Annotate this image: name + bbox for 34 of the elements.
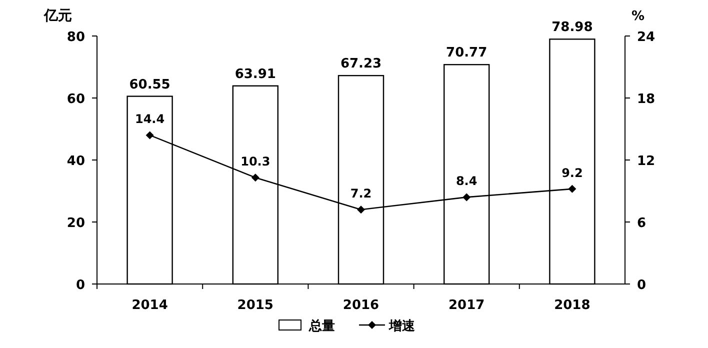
x-tick-label: 2017 (448, 298, 485, 313)
data-label: 78.98 (552, 20, 593, 36)
x-tick-label: 2016 (342, 298, 380, 313)
x-tick-label: 2014 (132, 298, 168, 313)
y2-tick-label: 18 (637, 92, 656, 107)
point (146, 131, 154, 140)
data-label: 70.77 (446, 46, 488, 61)
y2-tick-label: 12 (637, 154, 656, 169)
data-label: 63.91 (234, 66, 276, 82)
y-tick-label: 20 (66, 216, 85, 231)
y-tick-label: 40 (66, 154, 85, 169)
point (357, 206, 365, 214)
y2-tick-label: 24 (637, 30, 656, 45)
data-label: 7.2 (350, 186, 372, 201)
legend-label: 总量 (308, 318, 335, 334)
y-tick-label: 80 (66, 30, 85, 45)
point (462, 193, 471, 202)
point (568, 184, 576, 193)
legend-label: 增速 (388, 319, 416, 334)
data-label: 67.23 (340, 56, 382, 72)
data-label: 14.4 (134, 112, 165, 126)
data-label: 8.4 (456, 174, 478, 188)
x-tick-label: 2018 (554, 298, 590, 313)
y2-tick-label: 6 (637, 216, 646, 231)
data-label: 10.3 (240, 154, 270, 169)
x-tick-label: 2015 (237, 298, 274, 313)
y-tick-label: 0 (76, 278, 85, 293)
y2-tick-label: 0 (637, 278, 646, 293)
point (251, 174, 260, 182)
data-label: 9.2 (562, 166, 583, 180)
y-axis-title: 亿元 (43, 8, 72, 24)
data-label: 60.55 (129, 77, 170, 92)
y2-axis-title: % (631, 9, 645, 24)
y-tick-label: 60 (66, 92, 85, 107)
